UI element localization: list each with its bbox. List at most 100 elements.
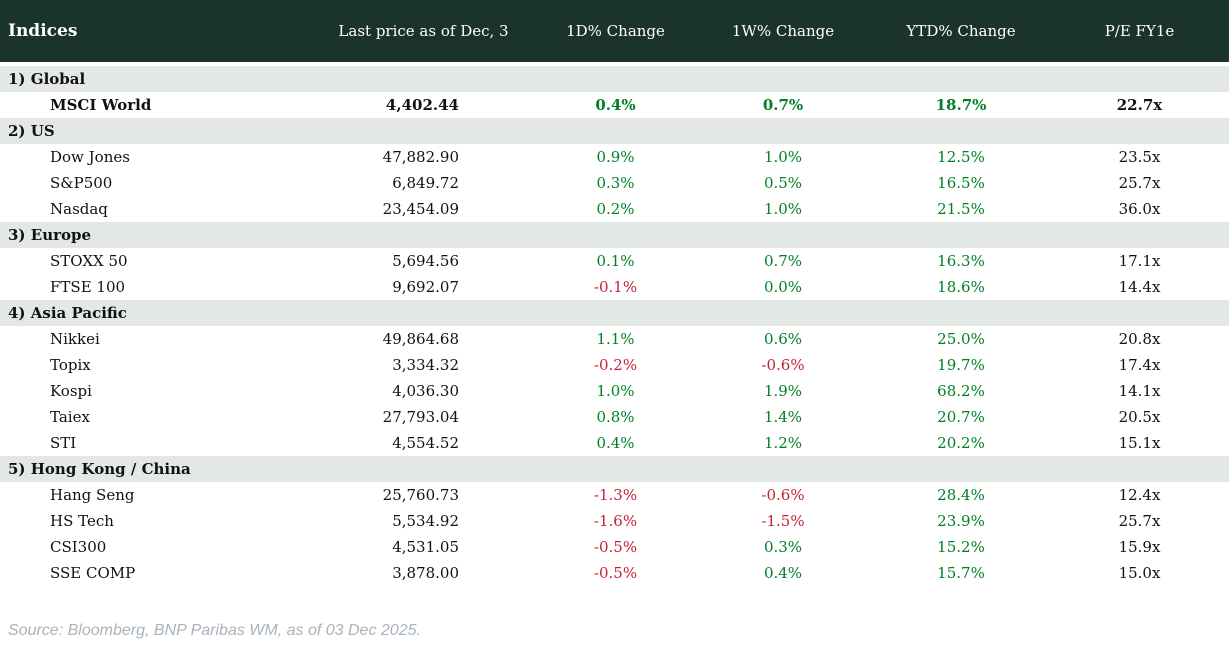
change-1d: -0.1% <box>537 274 694 300</box>
change-1d: 1.1% <box>537 326 694 352</box>
column-header-pe-fy1e: P/E FY1e <box>1050 0 1229 66</box>
section-label: 2) US <box>0 118 1229 144</box>
last-price: 49,864.68 <box>310 326 537 352</box>
change-1d: 0.4% <box>537 92 694 118</box>
last-price: 3,334.32 <box>310 352 537 378</box>
index-name: S&P500 <box>0 170 310 196</box>
index-name: Taiex <box>0 404 310 430</box>
change-ytd: 68.2% <box>872 378 1050 404</box>
change-1d: 0.4% <box>537 430 694 456</box>
index-name: Dow Jones <box>0 144 310 170</box>
change-ytd: 18.7% <box>872 92 1050 118</box>
last-price: 27,793.04 <box>310 404 537 430</box>
pe-fy1e: 20.5x <box>1050 404 1229 430</box>
pe-fy1e: 15.1x <box>1050 430 1229 456</box>
last-price: 23,454.09 <box>310 196 537 222</box>
change-1d: 0.3% <box>537 170 694 196</box>
change-1w: 1.0% <box>694 196 872 222</box>
indices-table: Indices Last price as of Dec, 3 1D% Chan… <box>0 0 1229 586</box>
index-name: Kospi <box>0 378 310 404</box>
change-ytd: 16.5% <box>872 170 1050 196</box>
section-label: 4) Asia Pacific <box>0 300 1229 326</box>
pe-fy1e: 22.7x <box>1050 92 1229 118</box>
index-name: STI <box>0 430 310 456</box>
pe-fy1e: 20.8x <box>1050 326 1229 352</box>
change-1w: 1.4% <box>694 404 872 430</box>
change-1w: -0.6% <box>694 352 872 378</box>
change-1d: -0.5% <box>537 534 694 560</box>
index-name: Nikkei <box>0 326 310 352</box>
change-1w: 0.7% <box>694 248 872 274</box>
table-row: Taiex 27,793.04 0.8% 1.4% 20.7% 20.5x <box>0 404 1229 430</box>
change-ytd: 21.5% <box>872 196 1050 222</box>
index-name: Topix <box>0 352 310 378</box>
index-name: Hang Seng <box>0 482 310 508</box>
change-ytd: 23.9% <box>872 508 1050 534</box>
change-1d: -1.6% <box>537 508 694 534</box>
table-row: Kospi 4,036.30 1.0% 1.9% 68.2% 14.1x <box>0 378 1229 404</box>
index-name: SSE COMP <box>0 560 310 586</box>
last-price: 3,878.00 <box>310 560 537 586</box>
change-ytd: 18.6% <box>872 274 1050 300</box>
change-ytd: 20.7% <box>872 404 1050 430</box>
column-header-1d-change: 1D% Change <box>537 0 694 66</box>
change-ytd: 28.4% <box>872 482 1050 508</box>
section-label: 1) Global <box>0 64 1229 92</box>
change-1d: 0.9% <box>537 144 694 170</box>
change-ytd: 12.5% <box>872 144 1050 170</box>
change-ytd: 15.2% <box>872 534 1050 560</box>
table-row: MSCI World 4,402.44 0.4% 0.7% 18.7% 22.7… <box>0 92 1229 118</box>
column-header-last-price: Last price as of Dec, 3 <box>310 0 537 66</box>
section-row: 4) Asia Pacific <box>0 300 1229 326</box>
change-1w: -1.5% <box>694 508 872 534</box>
pe-fy1e: 17.4x <box>1050 352 1229 378</box>
section-label: 3) Europe <box>0 222 1229 248</box>
change-1w: 1.9% <box>694 378 872 404</box>
table-row: S&P500 6,849.72 0.3% 0.5% 16.5% 25.7x <box>0 170 1229 196</box>
index-name: FTSE 100 <box>0 274 310 300</box>
change-1w: -0.6% <box>694 482 872 508</box>
change-1d: 0.2% <box>537 196 694 222</box>
pe-fy1e: 15.0x <box>1050 560 1229 586</box>
change-1d: -0.2% <box>537 352 694 378</box>
table-row: Dow Jones 47,882.90 0.9% 1.0% 12.5% 23.5… <box>0 144 1229 170</box>
last-price: 5,534.92 <box>310 508 537 534</box>
last-price: 4,036.30 <box>310 378 537 404</box>
table-row: Topix 3,334.32 -0.2% -0.6% 19.7% 17.4x <box>0 352 1229 378</box>
change-1d: 0.1% <box>537 248 694 274</box>
source-note: Source: Bloomberg, BNP Paribas WM, as of… <box>8 622 421 639</box>
last-price: 25,760.73 <box>310 482 537 508</box>
indices-table-body: 1) Global MSCI World 4,402.44 0.4% 0.7% … <box>0 64 1229 586</box>
table-title: Indices <box>0 0 310 66</box>
pe-fy1e: 15.9x <box>1050 534 1229 560</box>
last-price: 4,531.05 <box>310 534 537 560</box>
change-1w: 0.7% <box>694 92 872 118</box>
table-row: SSE COMP 3,878.00 -0.5% 0.4% 15.7% 15.0x <box>0 560 1229 586</box>
last-price: 9,692.07 <box>310 274 537 300</box>
pe-fy1e: 12.4x <box>1050 482 1229 508</box>
change-1w: 0.4% <box>694 560 872 586</box>
change-1w: 1.2% <box>694 430 872 456</box>
change-ytd: 16.3% <box>872 248 1050 274</box>
index-name: MSCI World <box>0 92 310 118</box>
pe-fy1e: 25.7x <box>1050 508 1229 534</box>
last-price: 4,402.44 <box>310 92 537 118</box>
table-row: CSI300 4,531.05 -0.5% 0.3% 15.2% 15.9x <box>0 534 1229 560</box>
change-1d: -1.3% <box>537 482 694 508</box>
table-header: Indices Last price as of Dec, 3 1D% Chan… <box>0 0 1229 66</box>
section-row: 2) US <box>0 118 1229 144</box>
change-ytd: 19.7% <box>872 352 1050 378</box>
table-row: Nasdaq 23,454.09 0.2% 1.0% 21.5% 36.0x <box>0 196 1229 222</box>
section-label: 5) Hong Kong / China <box>0 456 1229 482</box>
section-row: 3) Europe <box>0 222 1229 248</box>
table-row: FTSE 100 9,692.07 -0.1% 0.0% 18.6% 14.4x <box>0 274 1229 300</box>
change-1w: 0.0% <box>694 274 872 300</box>
table-row: Nikkei 49,864.68 1.1% 0.6% 25.0% 20.8x <box>0 326 1229 352</box>
table-row: Hang Seng 25,760.73 -1.3% -0.6% 28.4% 12… <box>0 482 1229 508</box>
last-price: 6,849.72 <box>310 170 537 196</box>
change-1d: 0.8% <box>537 404 694 430</box>
column-header-1w-change: 1W% Change <box>694 0 872 66</box>
last-price: 47,882.90 <box>310 144 537 170</box>
pe-fy1e: 25.7x <box>1050 170 1229 196</box>
change-1w: 0.5% <box>694 170 872 196</box>
